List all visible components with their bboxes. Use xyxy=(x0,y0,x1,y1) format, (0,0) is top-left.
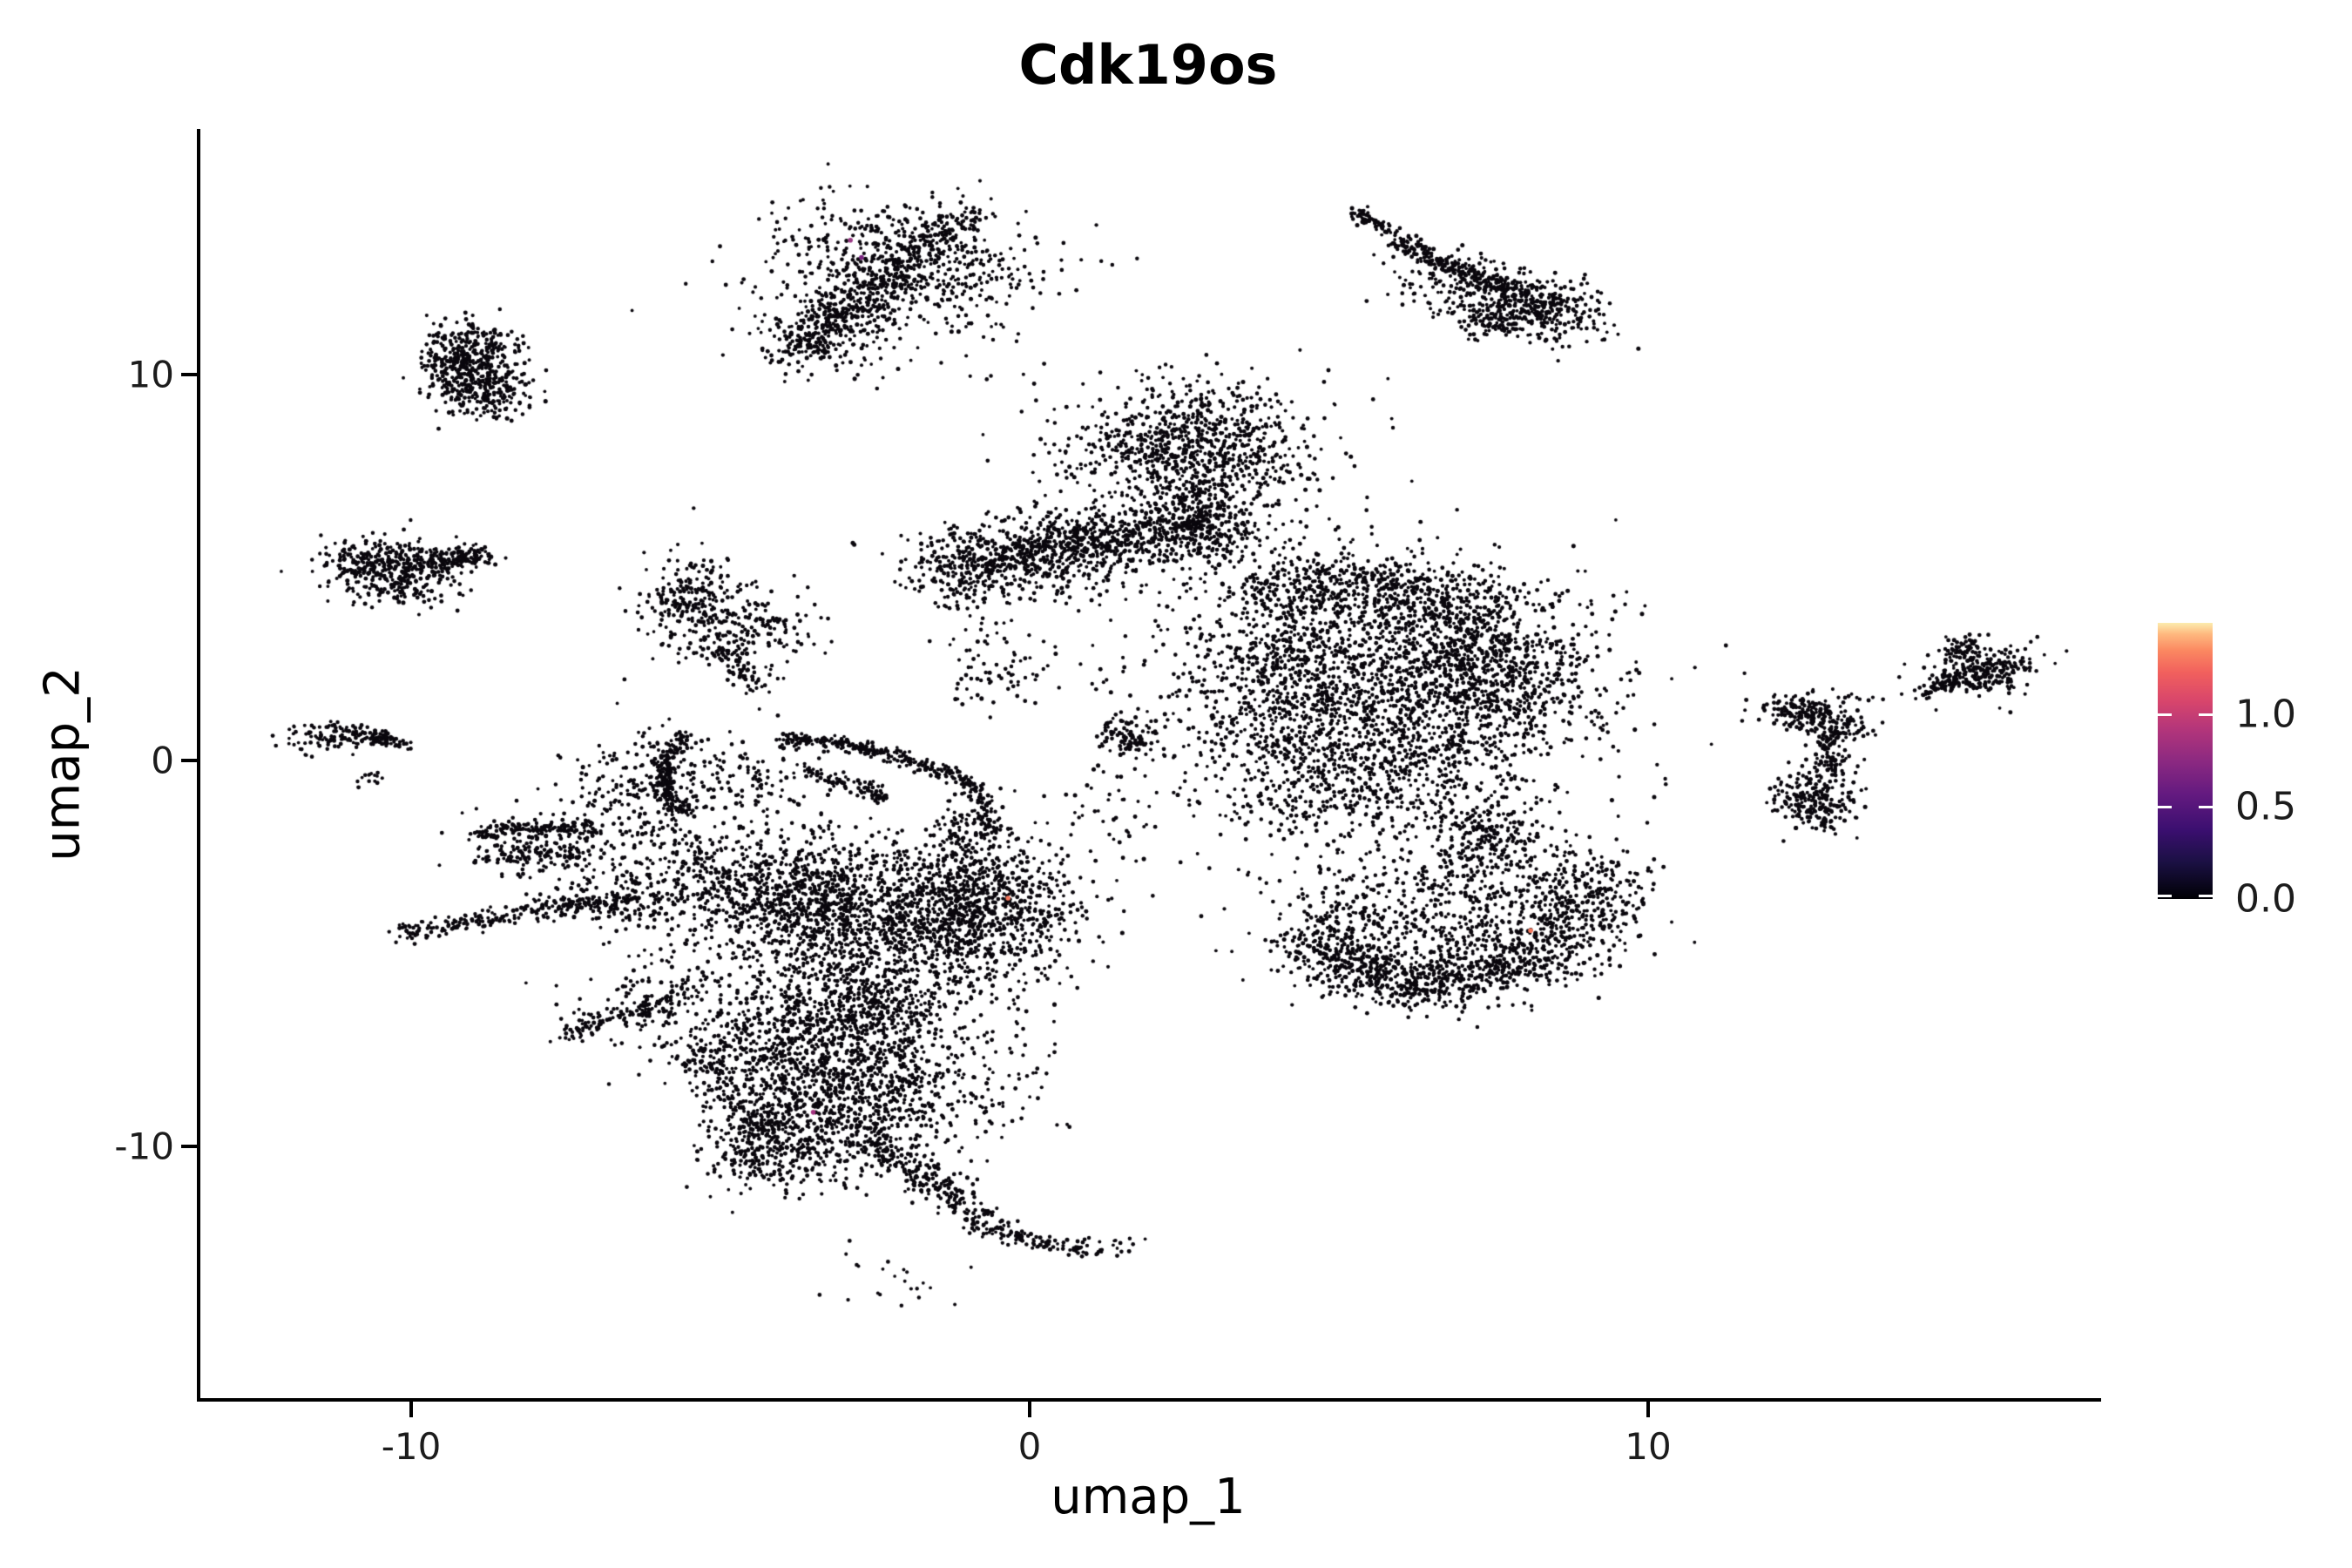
y-tick-label: 0 xyxy=(151,739,174,782)
y-tick-label: -10 xyxy=(114,1125,174,1168)
plot-title: Cdk19os xyxy=(1018,33,1278,97)
y-tick-mark xyxy=(181,373,197,376)
y-tick-mark xyxy=(181,1145,197,1148)
x-tick-mark xyxy=(1646,1402,1650,1417)
x-axis-label: umap_1 xyxy=(1051,1469,1246,1525)
x-tick-mark xyxy=(409,1402,413,1417)
colorbar-tick-label: 1.0 xyxy=(2235,692,2296,737)
colorbar-tick-mark xyxy=(2158,895,2172,897)
colorbar-tick-mark xyxy=(2158,806,2172,808)
x-tick-mark xyxy=(1028,1402,1031,1417)
colorbar-tick-label: 0.5 xyxy=(2235,784,2296,829)
x-axis-line xyxy=(197,1398,2101,1402)
y-axis-label: umap_2 xyxy=(34,666,91,862)
y-tick-label: 10 xyxy=(127,353,174,396)
x-tick-label: -10 xyxy=(381,1425,442,1468)
colorbar-tick-mark xyxy=(2199,895,2213,897)
y-tick-mark xyxy=(181,759,197,762)
x-tick-label: 0 xyxy=(1017,1425,1042,1468)
colorbar-tick-mark xyxy=(2158,713,2172,716)
x-tick-label: 10 xyxy=(1625,1425,1672,1468)
colorbar-tick-mark xyxy=(2199,713,2213,716)
y-axis-line xyxy=(197,129,200,1402)
colorbar-tick-label: 0.0 xyxy=(2235,876,2296,922)
expression-colorbar xyxy=(2158,623,2213,899)
colorbar-tick-mark xyxy=(2199,806,2213,808)
